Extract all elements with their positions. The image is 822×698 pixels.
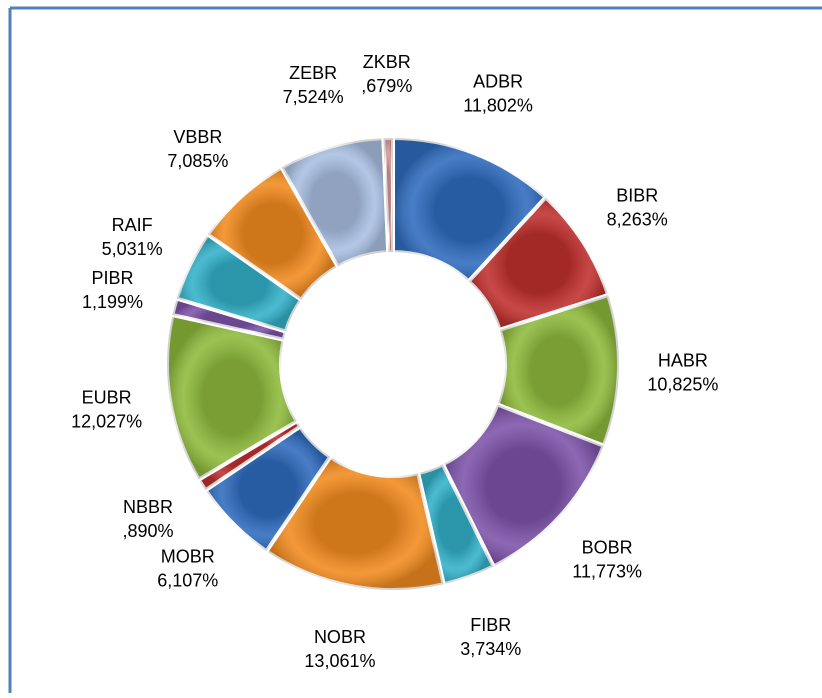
value-label: 5,031% xyxy=(102,239,163,259)
category-label: HABR xyxy=(658,350,708,370)
value-label: 13,061% xyxy=(304,651,375,671)
category-label: VBBR xyxy=(173,127,222,147)
category-label: BOBR xyxy=(582,537,633,557)
category-label: ZKBR xyxy=(363,52,411,72)
value-label: 3,734% xyxy=(460,639,521,659)
category-label: EUBR xyxy=(82,388,132,408)
value-label: 7,085% xyxy=(167,151,228,171)
value-label: 12,027% xyxy=(71,412,142,432)
category-label: MOBR xyxy=(161,547,215,567)
category-label: FIBR xyxy=(470,615,511,635)
value-label: ,890% xyxy=(123,521,174,541)
category-label: ZEBR xyxy=(289,63,337,83)
value-label: 11,802% xyxy=(463,95,533,115)
value-label: 1,199% xyxy=(82,292,143,312)
category-label: ADBR xyxy=(473,71,523,91)
value-label: 11,773% xyxy=(572,561,642,581)
value-label: ,679% xyxy=(361,76,412,96)
value-label: 7,524% xyxy=(283,87,344,107)
category-label: NBBR xyxy=(123,497,173,517)
category-label: NOBR xyxy=(314,627,366,647)
value-label: 6,107% xyxy=(157,571,218,591)
donut xyxy=(165,135,621,592)
value-label: 8,263% xyxy=(607,209,668,229)
labels: ADBR 11,802% BIBR 8,263% HABR 10,825% BOBR 11,7… xyxy=(71,52,718,671)
category-label: PIBR xyxy=(91,268,133,288)
category-label: RAIF xyxy=(112,215,153,235)
category-label: BIBR xyxy=(616,185,658,205)
value-label: 10,825% xyxy=(647,374,718,394)
